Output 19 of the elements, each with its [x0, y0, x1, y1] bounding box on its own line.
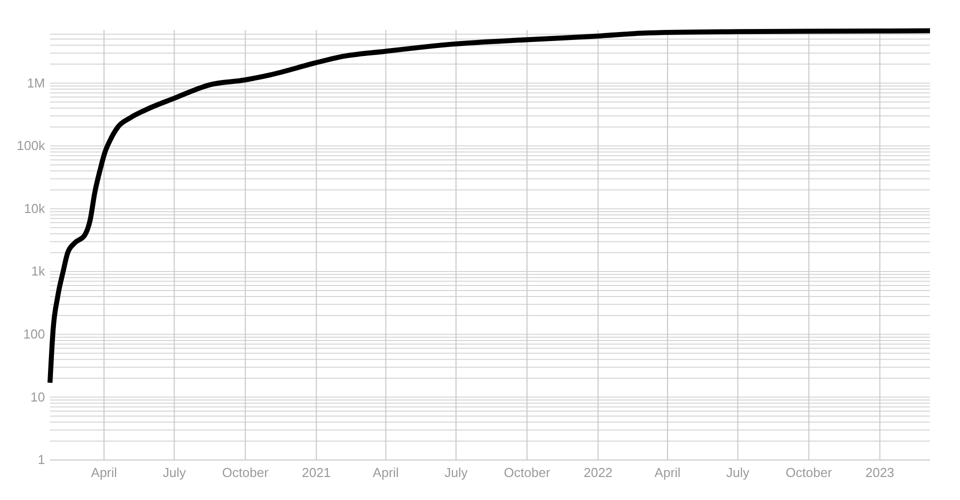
- x-tick-label: April: [372, 465, 399, 480]
- y-tick-label: 1: [38, 452, 45, 468]
- x-tick-label: July: [444, 465, 468, 480]
- x-tick-label: July: [162, 465, 186, 480]
- y-tick-label: 100k: [16, 138, 46, 154]
- y-tick-label: 100: [23, 326, 45, 342]
- x-tick-label: July: [726, 465, 750, 480]
- x-tick-label: 2022: [584, 465, 613, 480]
- x-tick-label: October: [222, 465, 270, 480]
- x-tick-label: April: [654, 465, 681, 480]
- x-tick-label: October: [786, 465, 833, 480]
- x-tick-label: 2023: [865, 465, 894, 480]
- x-tick-label: 2021: [302, 465, 331, 480]
- y-tick-label: 10: [30, 389, 45, 404]
- y-tick-label: 10k: [24, 200, 46, 216]
- y-tick-label: 1k: [31, 264, 46, 279]
- x-tick-label: April: [91, 465, 118, 480]
- y-tick-label: 1M: [26, 75, 45, 90]
- x-tick-label: October: [504, 465, 551, 480]
